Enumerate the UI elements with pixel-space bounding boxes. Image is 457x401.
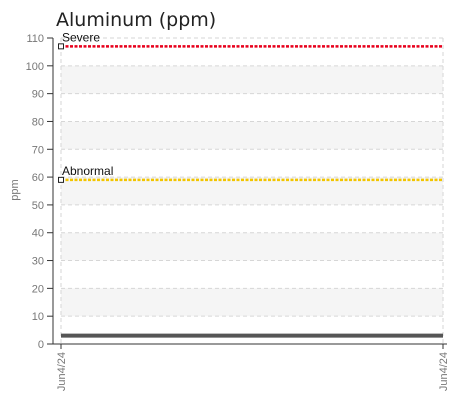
threshold-label: Abnormal (62, 164, 113, 178)
gridlines (60, 37, 444, 344)
y-tick-label: 80 (32, 116, 44, 128)
band (61, 288, 443, 317)
y-tick-label: 30 (32, 256, 44, 268)
x-tick-label: Jun4/24 (438, 352, 450, 391)
tick-labels: 0 10 20 30 40 50 60 70 80 90 100 110 Jun4/24 Jun4/24 (26, 33, 450, 391)
band (61, 232, 443, 261)
y-tick-label: 0 (38, 339, 44, 351)
chart-title: Aluminum (ppm) (56, 9, 216, 31)
alternating-bands (61, 65, 443, 317)
y-tick-label: 20 (32, 283, 44, 295)
x-tick-label: Jun4/24 (56, 352, 68, 391)
y-tick-label: 90 (32, 89, 44, 101)
band (61, 65, 443, 94)
y-tick-label: 110 (26, 33, 44, 45)
band (61, 121, 443, 150)
y-tick-label: 40 (32, 228, 44, 240)
threshold-lines: Severe Abnormal (58, 30, 443, 183)
y-tick-label: 100 (26, 61, 44, 73)
threshold-marker (58, 43, 64, 50)
band (61, 177, 443, 205)
threshold-marker (58, 176, 64, 183)
y-tick-label: 50 (32, 200, 44, 212)
y-tick-label: 60 (32, 172, 44, 184)
y-tick-label: 10 (32, 311, 44, 323)
threshold-label: Severe (62, 30, 100, 44)
y-axis-label: ppm (9, 179, 21, 200)
axes (47, 37, 447, 349)
y-tick-label: 70 (32, 144, 44, 156)
